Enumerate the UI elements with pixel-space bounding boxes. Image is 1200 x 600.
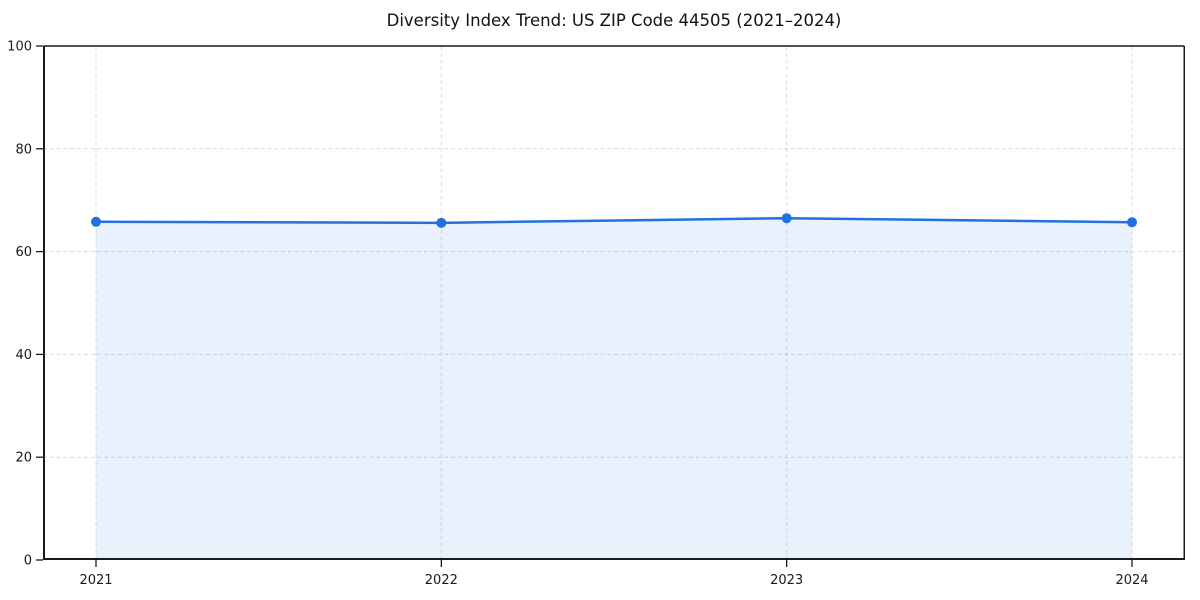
data-point-marker — [436, 217, 447, 228]
trend-line — [94, 216, 1134, 225]
plot-area: 0 20 40 60 80 100 2021 2022 2023 2024 — [7, 40, 1185, 588]
y-tick-label: 80 — [15, 142, 32, 157]
area-fill — [96, 218, 1132, 560]
data-point-marker — [1127, 217, 1137, 228]
y-tick-label: 60 — [15, 245, 32, 260]
y-tick-label: 0 — [24, 554, 32, 569]
chart-title: Diversity Index Trend: US ZIP Code 44505… — [386, 11, 842, 30]
y-tick-label: 40 — [15, 348, 32, 363]
x-tick-label: 2021 — [79, 573, 112, 588]
x-tick-label: 2023 — [770, 573, 803, 588]
x-tick-label: 2024 — [1115, 573, 1148, 588]
data-point-marker — [781, 213, 792, 224]
y-tick-label: 20 — [15, 451, 32, 466]
plot-canvas: 0 20 40 60 80 100 2021 2022 2023 2024 — [7, 40, 1185, 588]
x-tick-label: 2022 — [425, 573, 458, 588]
data-point-marker — [91, 216, 101, 227]
y-tick-label: 100 — [7, 40, 32, 55]
